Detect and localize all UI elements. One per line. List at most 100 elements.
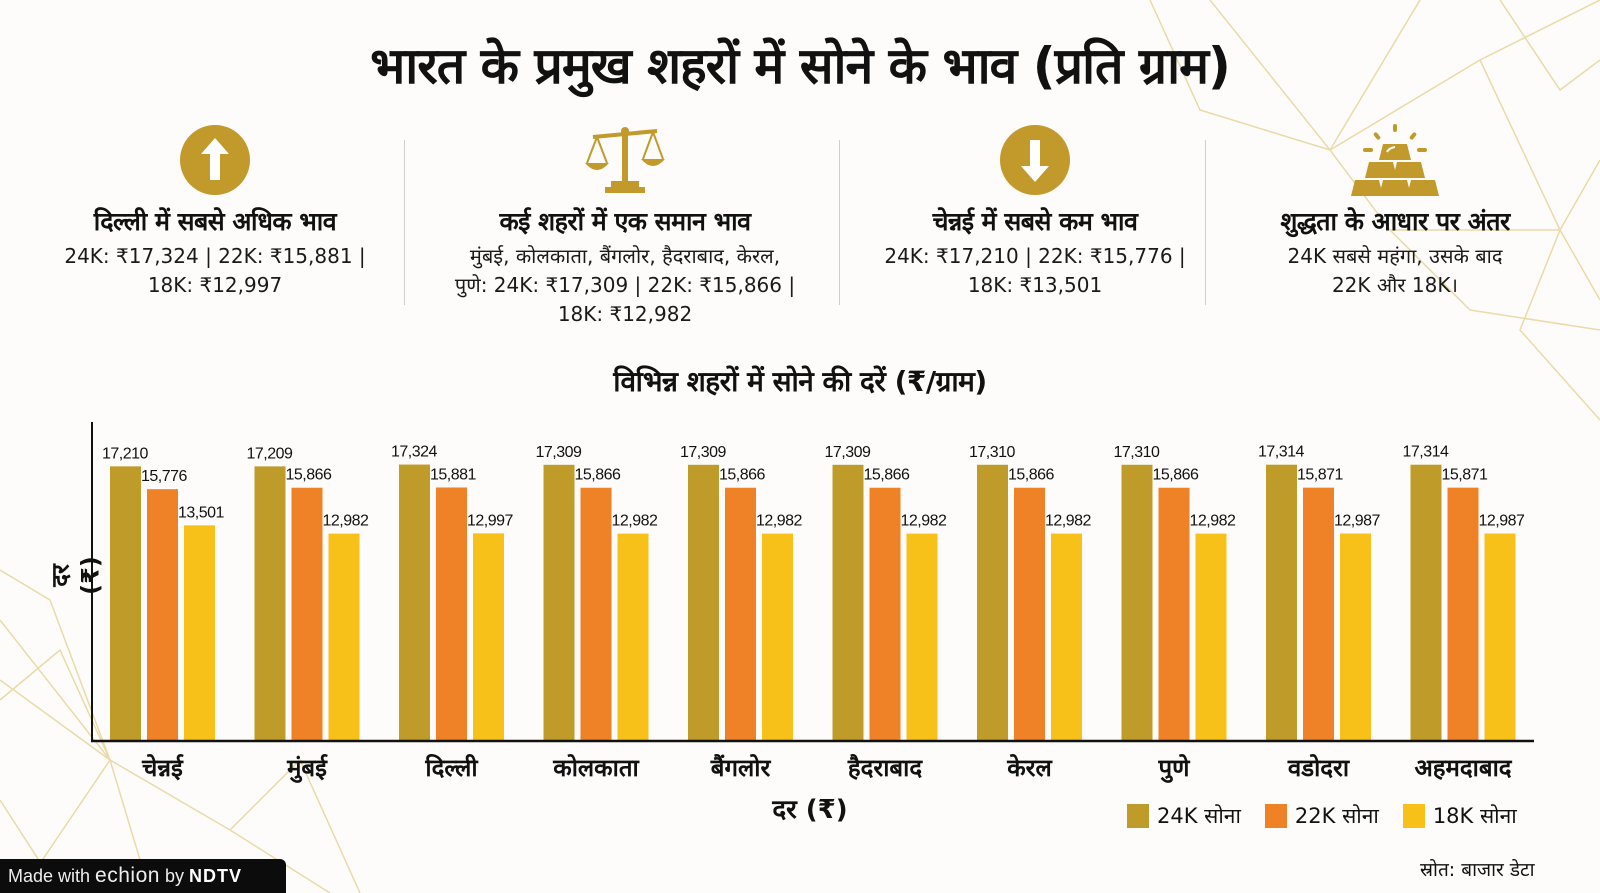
value-label: 15,866 (286, 467, 333, 484)
page-title: भारत के प्रमुख शहरों में सोने के भाव (प्… (370, 37, 1231, 95)
category-label: कोलकाता (552, 754, 639, 782)
card-desc: 24K: ₹17,324 | 22K: ₹15,881 | 18K: ₹12,9… (64, 244, 366, 297)
bar-18k (328, 533, 360, 740)
bar-18k (473, 533, 504, 740)
ndtv-logo: NDTV (188, 865, 242, 886)
value-label: 15,871 (1297, 467, 1344, 484)
value-label: 15,866 (864, 467, 911, 484)
value-label: 15,866 (719, 467, 766, 484)
legend: 24K सोना 22K सोना 18K सोना (1127, 802, 1517, 830)
value-label: 12,982 (323, 513, 370, 530)
bar-22k (291, 487, 323, 740)
bar-24k (1410, 464, 1442, 740)
value-label: 12,987 (1334, 513, 1381, 530)
value-label: 15,881 (430, 466, 477, 483)
source-note: स्रोत: बाजार डेटा (1420, 859, 1535, 881)
bar-24k (832, 464, 864, 740)
category-label: पुणे (1158, 754, 1192, 783)
value-label: 12,982 (1045, 513, 1092, 530)
value-label: 17,314 (1403, 444, 1450, 461)
y-axis-label: दर (₹) (46, 556, 105, 595)
gold-bars-icon (1220, 122, 1570, 198)
chart-title: विभिन्न शहरों में सोने की दरें (₹/ग्राम) (613, 365, 987, 398)
bar-18k (762, 533, 793, 740)
legend-label: 24K सोना (1157, 804, 1241, 828)
value-label: 17,309 (825, 444, 872, 461)
legend-swatch (1127, 804, 1149, 828)
category-label: अहमदाबाद (1414, 754, 1512, 782)
card-highest: दिल्ली में सबसे अधिक भाव 24K: ₹17,324 | … (40, 122, 390, 347)
echion-logo: echion (95, 864, 160, 887)
category-label: बैंगलोर (710, 754, 772, 782)
value-label: 12,982 (1190, 513, 1237, 530)
card-same-price: कई शहरों में एक समान भाव मुंबई, कोलकाता,… (420, 122, 830, 347)
bar-22k (869, 487, 901, 740)
card-purity: शुद्धता के आधार पर अंतर 24K सबसे महंगा, … (1220, 122, 1570, 347)
bar-24k (543, 464, 575, 740)
bar-22k (1014, 487, 1045, 740)
category-label: दिल्ली (424, 754, 478, 782)
bar-22k (1447, 487, 1479, 740)
bar-18k (617, 533, 649, 740)
card-desc: 24K: ₹17,210 | 22K: ₹15,776 | 18K: ₹13,5… (884, 244, 1186, 297)
legend-label: 18K सोना (1432, 804, 1517, 828)
value-label: 15,776 (141, 468, 188, 485)
bar-22k (725, 487, 756, 740)
category-label: हैदराबाद (847, 754, 923, 782)
value-label: 17,209 (247, 445, 294, 462)
legend-item-18k: 18K सोना (1402, 802, 1517, 830)
card-title: शुद्धता के आधार पर अंतर (1280, 207, 1510, 236)
bar-22k (147, 489, 178, 740)
value-label: 17,210 (102, 445, 149, 462)
bar-22k (1303, 487, 1334, 740)
value-label: 13,501 (178, 504, 225, 521)
bar-18k (1051, 533, 1082, 740)
bar-22k (580, 487, 612, 740)
value-label: 17,324 (391, 444, 438, 461)
bar-18k (184, 525, 215, 740)
made-with-badge[interactable]: Made with echion by NDTV (0, 859, 286, 893)
bar-22k (1158, 487, 1190, 740)
card-desc: 24K सबसे महंगा, उसके बाद 22K और 18K। (1287, 244, 1503, 297)
bar-22k (436, 487, 467, 740)
badge-prefix: Made with (8, 865, 91, 886)
bar-24k (688, 464, 719, 740)
value-label: 15,866 (1153, 467, 1200, 484)
bar-18k (1340, 533, 1371, 740)
category-label: मुंबई (286, 754, 328, 783)
legend-swatch (1264, 804, 1287, 828)
value-label: 12,982 (901, 513, 948, 530)
bar-24k (399, 464, 430, 740)
arrow-down-circle-icon (860, 122, 1210, 198)
bar-18k (906, 533, 938, 740)
value-label: 12,997 (467, 512, 514, 529)
card-lowest: चेन्नई में सबसे कम भाव 24K: ₹17,210 | 22… (860, 122, 1210, 347)
value-label: 15,871 (1442, 467, 1489, 484)
value-label: 17,309 (680, 444, 727, 461)
legend-label: 22K सोना (1294, 804, 1379, 828)
x-axis-label: दर (₹) (772, 795, 848, 825)
card-title: दिल्ली में सबसे अधिक भाव (93, 207, 337, 236)
legend-swatch (1402, 804, 1425, 828)
bar-24k (254, 466, 286, 740)
category-label: केरल (1006, 754, 1053, 782)
bar-24k (1266, 464, 1297, 740)
card-title: चेन्नई में सबसे कम भाव (932, 207, 1138, 236)
value-label: 17,310 (969, 444, 1016, 461)
bar-18k (1484, 533, 1516, 740)
value-label: 17,314 (1258, 444, 1305, 461)
category-label: वडोदरा (1287, 754, 1350, 782)
category-label: चेन्नई (141, 754, 184, 782)
card-title: कई शहरों में एक समान भाव (499, 207, 751, 236)
value-label: 12,982 (612, 513, 659, 530)
balance-scale-icon (420, 122, 830, 198)
legend-item-22k: 22K सोना (1264, 802, 1379, 830)
badge-by: by (164, 865, 184, 886)
summary-cards: दिल्ली में सबसे अधिक भाव 24K: ₹17,324 | … (40, 122, 1560, 347)
divider (839, 140, 840, 305)
bar-18k (1195, 533, 1227, 740)
legend-item-24k: 24K सोना (1127, 802, 1241, 830)
value-label: 12,982 (756, 513, 803, 530)
value-label: 17,310 (1114, 444, 1161, 461)
